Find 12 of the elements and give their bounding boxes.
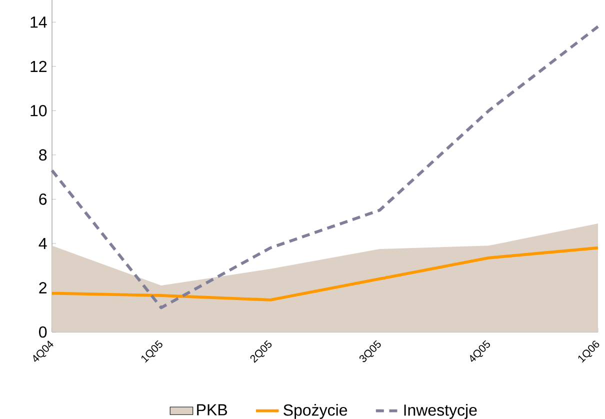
line-series — [50, 25, 600, 310]
y-tick-label: 14 — [30, 16, 47, 28]
legend-label: Spożycie — [284, 404, 348, 419]
legend-label: PKB — [197, 404, 227, 416]
y-tick-label: 2 — [39, 282, 46, 294]
y-tick-label: 10 — [30, 105, 47, 116]
y-tick-label: 12 — [30, 60, 46, 72]
y-tick-label: 6 — [39, 194, 47, 205]
y-tick-label: 8 — [39, 149, 47, 161]
y-tick-label: 4 — [38, 238, 47, 249]
legend-label: Inwestycje — [404, 404, 477, 419]
y-tick-label: 0 — [39, 326, 47, 338]
